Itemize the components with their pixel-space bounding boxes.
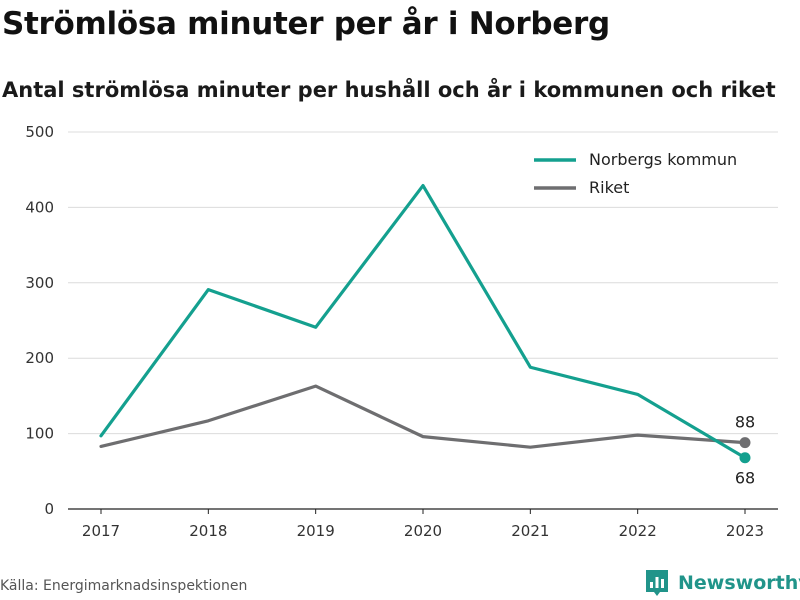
chart-title: Strömlösa minuter per år i Norberg: [2, 6, 610, 42]
x-tick-label: 2018: [189, 522, 227, 540]
end-point-riket: [739, 437, 751, 449]
chart-subtitle: Antal strömlösa minuter per hushåll och …: [2, 78, 776, 102]
x-tick-label: 2022: [619, 522, 657, 540]
x-axis: 2017 2018 2019 2020 2021 2022 2023: [68, 508, 778, 540]
y-tick-label: 400: [25, 198, 54, 216]
brand[interactable]: Newsworthy: [644, 568, 800, 598]
newsworthy-logo-icon: [646, 570, 668, 596]
legend: Norbergs kommun Riket: [534, 150, 737, 197]
x-tick-label: 2021: [511, 522, 549, 540]
y-tick-label: 300: [25, 274, 54, 292]
y-tick-label: 100: [25, 425, 54, 443]
x-tick-label: 2023: [726, 522, 764, 540]
end-point-norbergs-kommun: [739, 452, 751, 464]
y-axis: 0 100 200 300 400 500: [25, 123, 54, 518]
y-tick-label: 200: [25, 349, 54, 367]
series-line-riket: [99, 384, 747, 449]
line-chart: 0 100 200 300 400 500 2017 2018 2019 2020 2021 202…: [25, 123, 778, 540]
legend-label: Riket: [589, 178, 629, 197]
end-value-label: 68: [735, 469, 755, 488]
y-tick-label: 0: [44, 500, 54, 518]
brand-name: Newsworthy: [678, 572, 800, 594]
legend-label: Norbergs kommun: [589, 150, 737, 169]
source-note: Källa: Energimarknadsinspektionen: [0, 578, 248, 594]
series-line-norbergs-kommun: [99, 183, 747, 460]
series-lines: 88 68: [99, 183, 755, 488]
x-tick-label: 2017: [82, 522, 120, 540]
end-value-label: 88: [735, 413, 755, 432]
x-tick-label: 2020: [404, 522, 442, 540]
y-tick-label: 500: [25, 123, 54, 141]
x-tick-label: 2019: [297, 522, 335, 540]
gridlines: [68, 131, 778, 435]
